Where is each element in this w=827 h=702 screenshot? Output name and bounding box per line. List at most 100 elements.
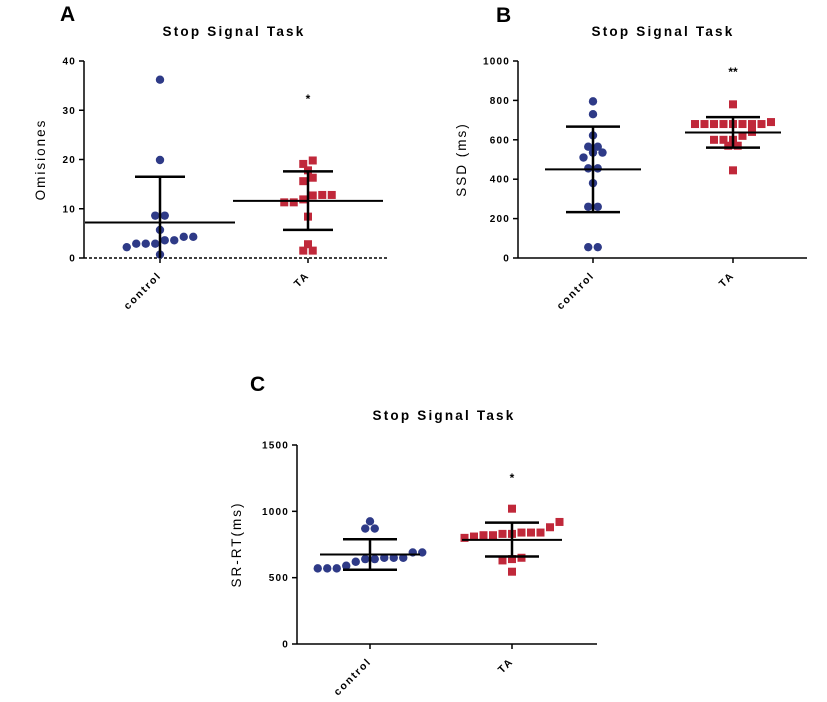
panel-b-point	[748, 120, 756, 129]
panel-b-point	[710, 120, 718, 129]
panel-a-point	[308, 246, 317, 255]
panel-a-point	[299, 159, 308, 168]
panel-c-point	[508, 504, 516, 513]
panel-a-significance-marker: *	[306, 92, 311, 106]
panel-b-point	[719, 120, 728, 129]
panel-b-y-tick-label: 0	[503, 254, 510, 265]
panel-a-series-control	[85, 75, 235, 259]
panel-a-point	[304, 240, 312, 249]
panel-b-category-label-control: control	[555, 270, 598, 313]
panel-c-y-tick-label: 500	[269, 573, 289, 584]
panel-a-y-tick-label: 0	[69, 254, 76, 265]
panel-b-point	[729, 100, 737, 109]
panel-a-point	[155, 155, 165, 165]
panel-a-point	[308, 191, 317, 200]
panel-c-point	[361, 554, 370, 564]
panel-c-point	[365, 517, 375, 526]
panel-a-point	[132, 239, 141, 248]
panel-c-point	[536, 528, 545, 537]
panel-c-y-tick-label: 1000	[262, 507, 289, 518]
panel-b-point	[767, 118, 775, 127]
panel-b-significance-marker: **	[728, 65, 738, 79]
panel-c-point	[517, 553, 526, 562]
panel-c-point	[517, 528, 526, 537]
panel-c-point	[479, 531, 488, 540]
panel-b-y-tick-label: 800	[490, 96, 510, 107]
panel-a-y-axis-label: Omisiones	[33, 119, 48, 201]
panel-b-point	[738, 131, 747, 140]
panel-b-y-tick-label: 1000	[483, 57, 510, 68]
panel-a-point	[289, 198, 298, 207]
panel-c-point	[361, 524, 370, 533]
panel-b-point	[757, 120, 766, 129]
panel-b-point	[598, 148, 607, 157]
panel-b-point	[700, 120, 709, 129]
panel-b-point	[588, 109, 598, 119]
panel-c-point	[370, 524, 379, 533]
panel-a-y-tick-label: 10	[62, 204, 76, 215]
panel-c-category-label-ta: TA	[496, 656, 516, 676]
panel-c-y-axis-label: SR-RT(ms)	[229, 502, 244, 588]
panel-c-title: Stop Signal Task	[373, 408, 516, 423]
panel-b-y-tick-label: 400	[490, 175, 510, 186]
panel-c-point	[489, 531, 497, 540]
panel-c-point	[389, 553, 398, 562]
panel-b-y-tick-label: 200	[490, 214, 510, 225]
panel-c-point	[498, 529, 507, 538]
panel-c-y-tick-label: 0	[282, 640, 289, 651]
panel-letter-b: B	[496, 4, 511, 27]
panel-a-point	[299, 246, 308, 255]
panel-a-point	[141, 239, 150, 248]
panel-a-category-label-ta: TA	[292, 270, 312, 290]
panel-c-point	[546, 523, 554, 532]
panel-a-point	[308, 156, 317, 165]
panel-a-point	[318, 190, 327, 199]
panel-a-point	[189, 232, 198, 242]
panel-b-series-ta: **	[685, 65, 781, 175]
panel-c-point	[399, 553, 408, 562]
panel-a-point	[280, 198, 289, 207]
panel-b-point	[584, 242, 593, 252]
panel-a-y-tick-label: 20	[62, 155, 76, 166]
panel-b-category-label-ta: TA	[717, 270, 737, 290]
panel-c-point	[332, 564, 341, 573]
panel-a-point	[299, 195, 308, 204]
panel-a-point	[327, 190, 336, 199]
panel-c-series-ta: *	[460, 471, 564, 576]
panel-a-point	[179, 232, 188, 242]
panel-letter-c: C	[250, 373, 265, 396]
panel-b-point	[719, 135, 728, 144]
panel-c-point	[380, 553, 389, 562]
panel-a-point	[308, 173, 317, 182]
panel-b-point	[738, 120, 747, 129]
panel-c-point	[508, 567, 516, 576]
panel-c-point	[498, 556, 507, 565]
panel-a-point	[155, 75, 165, 84]
panel-b: Stop Signal Task SSD (ms) 0 200 400 600 800 100…	[454, 24, 807, 312]
panel-b-point	[724, 141, 733, 150]
panel-b-point	[579, 153, 588, 162]
panel-a-point	[151, 239, 160, 248]
panel-b-point	[729, 166, 737, 175]
panel-b-y-axis-label: SSD (ms)	[454, 122, 469, 197]
panel-b-point	[733, 141, 742, 150]
panel-c-point	[555, 517, 564, 526]
panel-b-point	[584, 142, 593, 151]
panel-a-point	[160, 211, 169, 220]
panel-c-point	[370, 554, 379, 564]
panel-c-category-label-control: control	[332, 656, 375, 699]
panel-c-y-tick-label: 1500	[262, 441, 289, 452]
panel-b-point	[593, 142, 602, 151]
panel-a-point	[160, 236, 169, 245]
panel-c: Stop Signal Task SR-RT(ms) 0 500 1000 1500 con…	[229, 408, 597, 698]
panel-a-title: Stop Signal Task	[163, 24, 306, 39]
panel-c-point	[527, 528, 535, 537]
panel-c-significance-marker: *	[510, 471, 515, 485]
panel-b-title: Stop Signal Task	[592, 24, 735, 39]
panel-c-point	[351, 557, 360, 566]
panel-letter-a: A	[60, 3, 75, 26]
panel-a-point	[299, 177, 308, 186]
panel-a-point	[122, 242, 131, 252]
panel-b-point	[691, 120, 699, 129]
